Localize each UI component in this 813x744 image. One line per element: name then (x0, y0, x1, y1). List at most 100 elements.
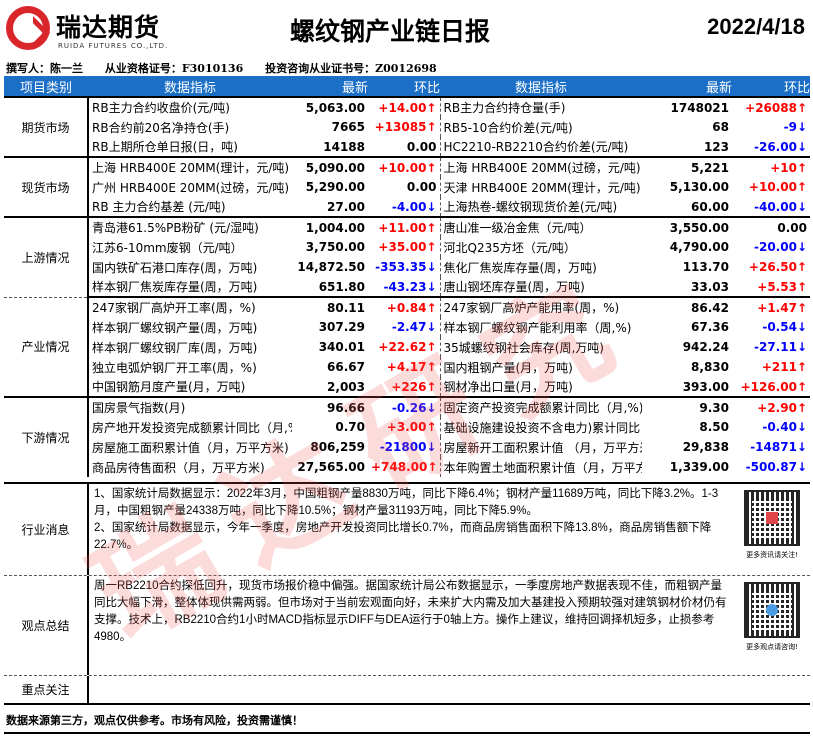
indicator-name: RB 主力合约基差 (元/吨) (92, 200, 226, 214)
latest-value: 307.29 (318, 320, 365, 334)
section-label: 重点关注 (4, 676, 89, 703)
news-paragraph: 1、国家统计局数据显示：2022年3月，中国粗钢产量8830万吨，同比下降6.4… (94, 488, 719, 517)
section-label: 观点总结 (4, 576, 89, 675)
category-cell: 下游情况 (4, 396, 89, 477)
table-row: 中国钢筋月度产量(月，万吨) 2,003 +226↑ 钢材净出口量(月，万吨) 393.… (4, 377, 810, 397)
change-value: -2.47↓ (391, 320, 437, 334)
report-date: 2022/4/18 (707, 14, 805, 39)
change-value: -500.87↓ (745, 460, 807, 474)
indicator-name: 青岛港61.5%PB粉矿 (元/湿吨) (88, 216, 292, 237)
indicator-name: 商品房待售面积（月，万平方米) (92, 460, 265, 475)
table-row: 上游情况 青岛港61.5%PB粉矿 (元/湿吨) 1,004.00 +11.00↑ 唐山… (4, 216, 810, 297)
table-row: 江苏6-10mm废钢（元/吨） 3,750.00 +35.00↑ 河北Q235方坯（元… (4, 237, 810, 257)
indicator-name: 房屋新开工面积累计值 （月，万平方米) (439, 437, 642, 457)
change-value: 0.00 (406, 139, 437, 154)
latest-value: 27,565.00 (297, 460, 365, 474)
latest-value: 4,790.00 (669, 240, 729, 254)
focus-section: 重点关注 (4, 675, 810, 705)
indicator-name: 唐山钢坯库存量(周，万吨) (439, 277, 642, 297)
table-row: 样本钢厂螺纹钢产量(周，万吨) 307.29 -2.47↓ 样本钢厂螺纹钢产能利用率（… (4, 317, 810, 337)
indicator-name: 国房景气指数(月) (88, 396, 292, 417)
change-value: +35.00↑ (378, 240, 437, 254)
table-row: 房屋施工面积累计值（月，万平方米) 806,259 -21800↓ 房屋新开工面积累计… (4, 437, 810, 457)
indicator-name: 江苏6-10mm废钢（元/吨） (92, 240, 243, 255)
latest-value: 66.67 (327, 360, 365, 374)
category-cell: 上游情况 (4, 216, 89, 297)
change-value: +26088↑ (732, 96, 810, 117)
indicator-name: 焦化厂焦炭库存量(周，万吨) (439, 257, 642, 277)
latest-value: 86.42 (642, 296, 732, 317)
company-logo: 瑞达期货 RUIDA FUTURES CO.,LTD. (6, 6, 176, 50)
news-text: 1、国家统计局数据显示：2022年3月，中国粗钢产量8830万吨，同比下降6.4… (94, 486, 730, 554)
indicator-name: 中国钢筋月度产量(月，万吨) (92, 380, 246, 394)
change-value: +0.84↑ (368, 296, 440, 317)
indicator-name: 247家钢厂高炉开工率(周，%) (88, 296, 292, 317)
change-value: +748.00↑ (371, 460, 438, 474)
section-label: 行业消息 (4, 484, 89, 575)
news-paragraph: 2、国家统计局数据显示，今年一季度，房地产开发投资同比增长0.7%，而商品房销售… (94, 522, 712, 551)
indicator-name: 钢材净出口量(月，万吨) (439, 377, 642, 397)
table-row: 商品房待售面积（月，万平方米) 27,565.00 +748.00↑ 本年购置土地面积… (4, 457, 810, 477)
table-row: 国内铁矿石港口库存(周，万吨) 14,872.50 -353.35↓ 焦化厂焦炭库存量… (4, 257, 810, 277)
latest-value: 942.24 (682, 340, 729, 354)
qr-code-icon (744, 582, 800, 638)
indicator-name: 样本钢厂螺纹钢厂库(周，万吨) (92, 340, 258, 355)
latest-value: 96.66 (292, 396, 368, 417)
change-value: -4.00↓ (391, 199, 437, 214)
indicator-name: 河北Q235方坯（元/吨） (439, 237, 642, 257)
table-row: 期货市场 RB主力合约收盘价(元/吨) 5,063.00 +14.00↑ RB主力合约持… (4, 96, 810, 157)
writer: 撰写人：陈一兰 (6, 62, 83, 75)
indicator-name: RB合约前20名净持仓(手) (92, 120, 230, 135)
table-row: 现货市场 上海 HRB400E 20MM(理计，元/吨) 5,090.00 +10.0… (4, 156, 810, 217)
indicator-name: RB5-10合约价差(元/吨) (439, 117, 642, 137)
table-row: RB上期所仓单日报(日，吨) 14188 0.00 HC2210-RB2210合约价差… (4, 137, 810, 157)
latest-value: 7665 (331, 120, 365, 134)
latest-value: 5,221 (642, 156, 732, 177)
indicator-name: RB上期所仓单日报(日，吨) (92, 140, 238, 154)
latest-value: 5,063.00 (292, 96, 368, 117)
latest-value: 80.11 (292, 296, 368, 317)
latest-value: 9.30 (642, 396, 732, 417)
table-header: 项目类别 数据指标 最新 环比 数据指标 最新 环比 (4, 76, 810, 97)
latest-value: 8.50 (699, 420, 729, 434)
logo-icon (6, 6, 50, 50)
view-text: 周一RB2210合约探低回升，现货市场报价稳中偏强。据国家统计局公布数据显示，一… (94, 580, 727, 643)
latest-value: 68 (712, 120, 729, 134)
change-value: +22.62↑ (378, 340, 437, 354)
latest-value: 27.00 (327, 199, 365, 214)
consult-number: 投资咨询从业证书号：Z0012698 (265, 62, 437, 75)
change-value: -353.35↓ (375, 260, 437, 274)
logo-text: 瑞达期货 (56, 13, 161, 42)
indicator-name: 天津 HRB400E 20MM(理计，元/吨) (439, 177, 642, 197)
change-value: +5.53↑ (757, 279, 807, 294)
latest-value: 123 (703, 139, 729, 154)
latest-value: 393.00 (682, 379, 729, 394)
report-header: 瑞达期货 RUIDA FUTURES CO.,LTD. 螺纹钢产业链日报 202… (0, 0, 813, 58)
indicator-name: 247家钢厂高炉产能用率(周，%) (439, 296, 642, 317)
change-value: -26.00↓ (754, 139, 807, 154)
qr-code-icon (744, 490, 800, 546)
change-value: +2.90↑ (732, 396, 810, 417)
change-value: +14.00↑ (368, 96, 440, 117)
category-cell: 产业情况 (4, 296, 89, 397)
latest-value: 67.36 (691, 320, 729, 334)
change-value: -43.23↓ (383, 279, 437, 294)
latest-value: 3,550.00 (642, 216, 732, 237)
qr-code-news: 更多资讯请关注! (742, 490, 802, 560)
indicator-name: RB主力合约持仓量(手) (439, 96, 642, 117)
change-value: +126.00↑ (740, 379, 807, 394)
table-row: RB 主力合约基差 (元/吨) 27.00 -4.00↓ 上海热卷-螺纹钢现货价差(元… (4, 197, 810, 217)
latest-value: 29,838 (682, 440, 729, 454)
change-value: +10.00↑ (748, 180, 807, 194)
indicator-name: 国内铁矿石港口库存(周，万吨) (92, 260, 258, 275)
change-value: +13085↑ (374, 120, 437, 134)
change-value: -21800↓ (379, 440, 437, 454)
column-header: 环比 (732, 76, 810, 97)
latest-value: 5,090.00 (292, 156, 368, 177)
column-header: 环比 (368, 76, 440, 97)
change-value: -9↓ (783, 120, 807, 134)
indicator-name: 上海热卷-螺纹钢现货价差(元/吨) (439, 197, 642, 217)
change-value: 0.00 (406, 180, 437, 194)
indicator-name: 上海 HRB400E 20MM(理计，元/吨) (88, 156, 292, 177)
indicator-name: RB主力合约收盘价(元/吨) (88, 96, 292, 117)
